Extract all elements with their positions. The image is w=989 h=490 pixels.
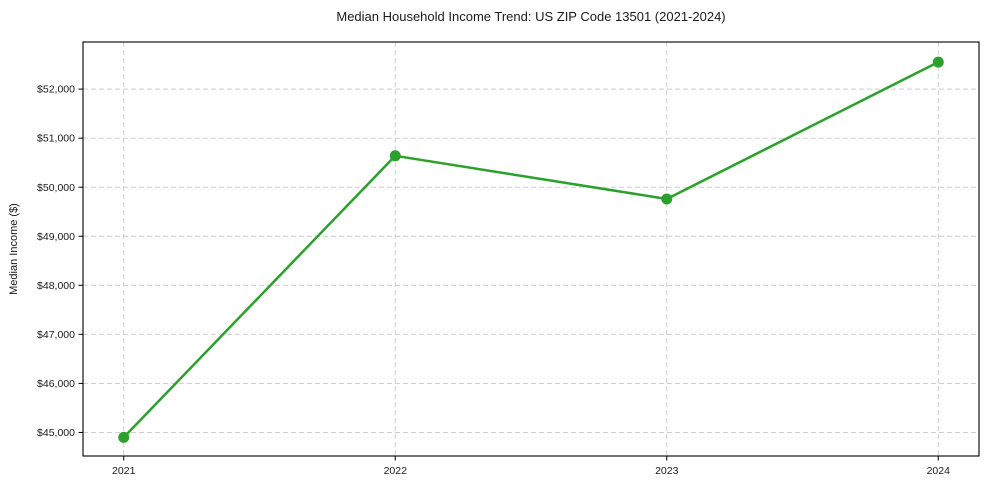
data-point-2022 bbox=[389, 150, 401, 162]
y-tick-label-48000: $48,000 bbox=[37, 280, 75, 292]
x-tick-label-2022: 2022 bbox=[384, 465, 408, 477]
y-tick-label-50000: $50,000 bbox=[37, 182, 75, 194]
data-point-2021 bbox=[118, 431, 130, 443]
x-tick-label-2021: 2021 bbox=[112, 465, 136, 477]
data-point-2024 bbox=[932, 56, 944, 68]
y-tick-label-52000: $52,000 bbox=[37, 84, 75, 96]
y-tick-label-51000: $51,000 bbox=[37, 133, 75, 145]
x-tick-label-2024: 2024 bbox=[927, 465, 951, 477]
y-tick-label-45000: $45,000 bbox=[37, 427, 75, 439]
data-point-2023 bbox=[661, 193, 673, 205]
trend-line bbox=[122, 60, 940, 439]
y-tick-label-46000: $46,000 bbox=[37, 378, 75, 390]
chart-title: Median Household Income Trend: US ZIP Co… bbox=[336, 9, 726, 24]
y-tick-label-49000: $49,000 bbox=[37, 231, 75, 243]
y-tick-label-47000: $47,000 bbox=[37, 329, 75, 341]
plot-border bbox=[82, 41, 980, 457]
x-tick-label-2023: 2023 bbox=[655, 465, 679, 477]
